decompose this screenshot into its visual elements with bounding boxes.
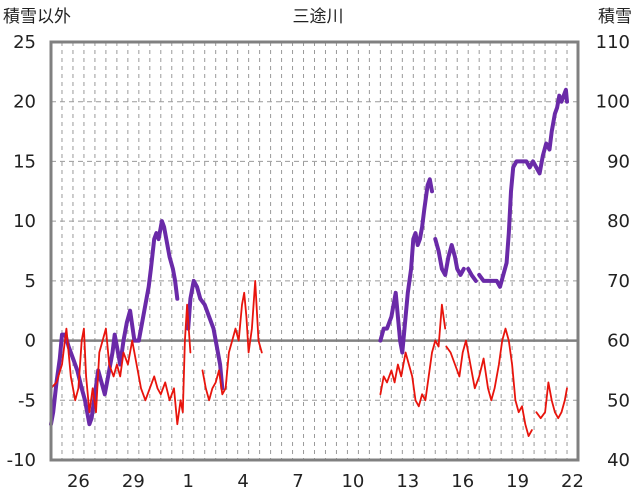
series-line-snow [378, 177, 434, 355]
right-tick-label: 70 [607, 271, 630, 292]
x-tick-label: 13 [396, 471, 419, 492]
series-line-snow [466, 266, 478, 283]
x-tick-label: 1 [183, 471, 194, 492]
series-line-snow [433, 237, 466, 277]
left-tick-label: 5 [25, 271, 36, 292]
right-tick-label: 110 [596, 32, 630, 53]
right-tick-label: 40 [607, 450, 630, 471]
series-line-other [50, 303, 192, 426]
x-tick-label: 10 [341, 471, 364, 492]
chart-title: 三途川 [293, 7, 344, 27]
left-tick-label: 20 [13, 92, 36, 113]
left-tick-label: 10 [13, 211, 36, 232]
series-layer [49, 87, 569, 437]
series-line-other [201, 280, 263, 402]
series-line-snow [186, 278, 225, 391]
left-tick-label: 25 [13, 32, 36, 53]
left-tick-label: -5 [18, 390, 36, 411]
x-tick-label: 16 [451, 471, 474, 492]
right-tick-label: 100 [596, 92, 630, 113]
x-tick-label: 26 [67, 471, 90, 492]
x-tick-label: 19 [506, 471, 529, 492]
x-tick-label: 4 [237, 471, 248, 492]
right-tick-label: 60 [607, 331, 630, 352]
plot-frame [49, 40, 580, 462]
x-tick-label: 22 [561, 471, 584, 492]
x-tick-label: 29 [122, 471, 145, 492]
right-tick-label: 90 [607, 151, 630, 172]
left-axis-title: 積雪以外 [3, 7, 71, 27]
left-tick-label: 15 [13, 151, 36, 172]
series-line-other [445, 327, 533, 437]
series-line-snow [477, 87, 569, 289]
right-tick-label: 80 [607, 211, 630, 232]
right-axis-title: 積雪 [598, 7, 632, 27]
left-tick-label: 0 [25, 331, 36, 352]
x-tick-label: 7 [292, 471, 303, 492]
right-tick-label: 50 [607, 390, 630, 411]
series-line-other [379, 303, 447, 408]
series-line-other [535, 381, 568, 420]
left-tick-label: -10 [7, 450, 36, 471]
series-line-snow [49, 219, 180, 427]
